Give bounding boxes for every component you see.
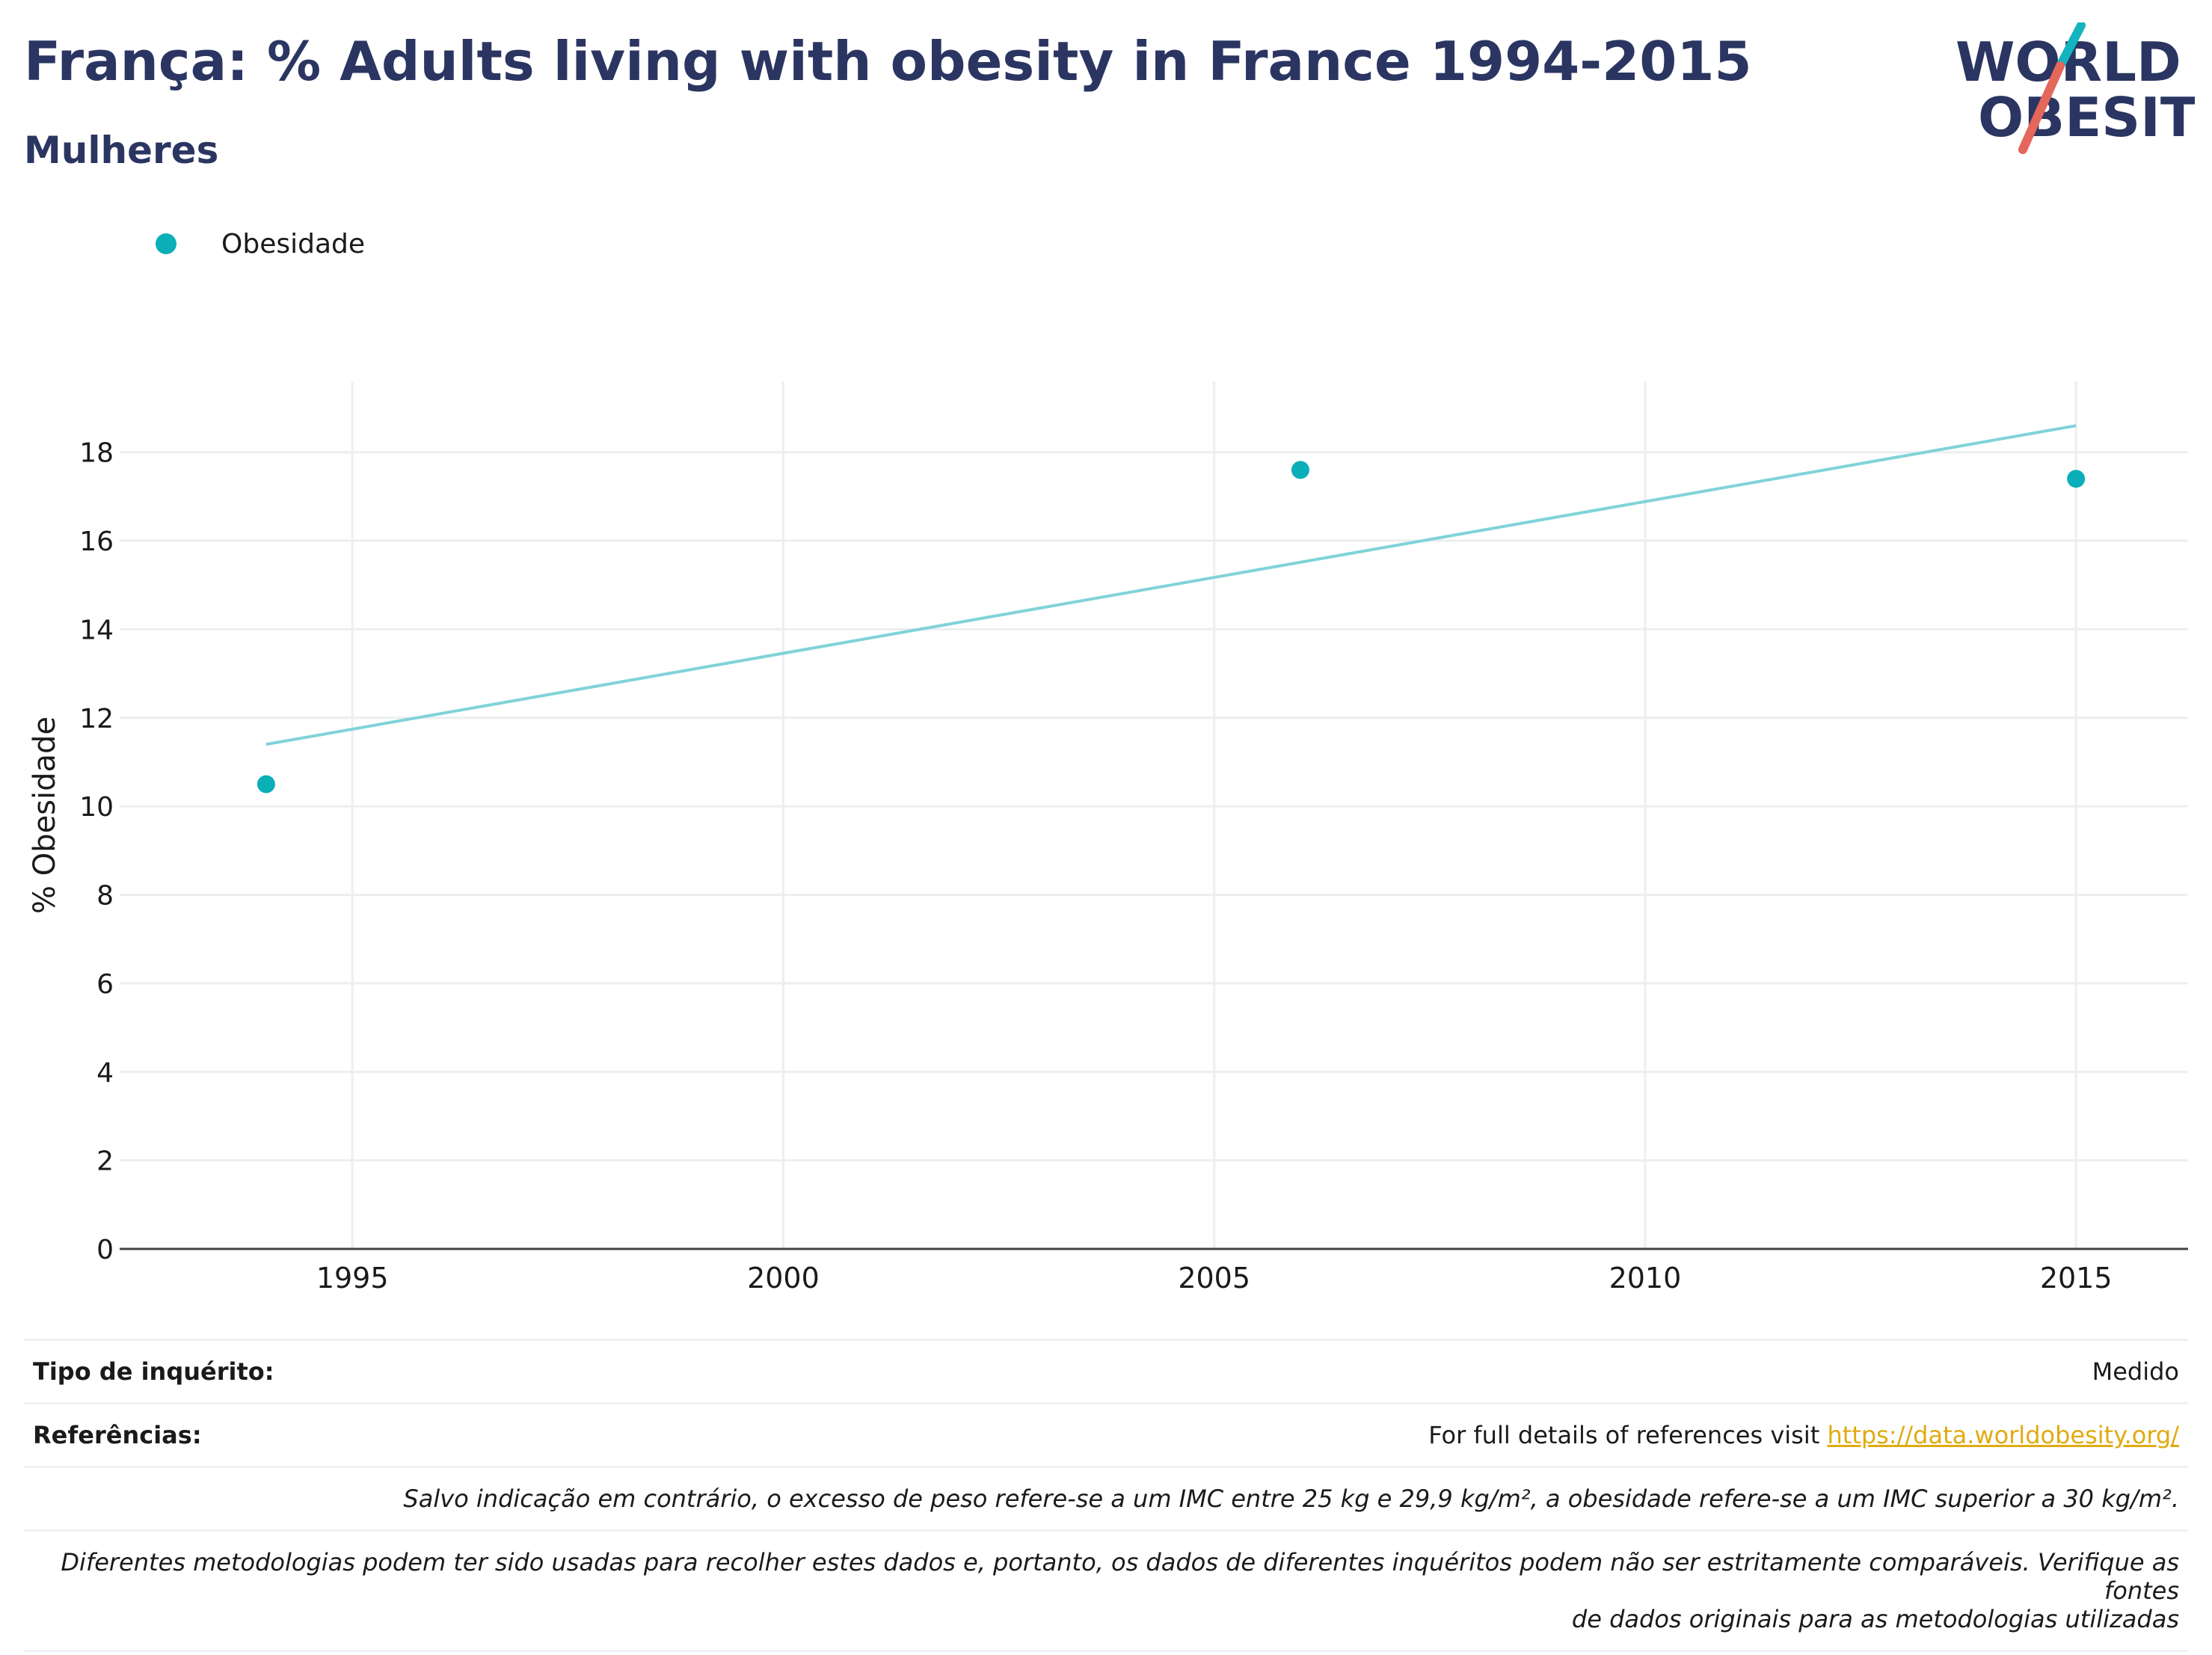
- y-tick-label: 10: [79, 792, 114, 823]
- data-point: [1291, 461, 1309, 479]
- trend-line: [265, 424, 2077, 746]
- logo-text-world: WORLD: [1956, 31, 2181, 93]
- x-tick-label: 2005: [1178, 1262, 1250, 1295]
- methodology-note-line2: de dados originais para as metodologias …: [1571, 1605, 2179, 1633]
- legend-label: Obesidade: [221, 228, 366, 260]
- y-tick-label: 12: [79, 704, 114, 734]
- logo-slash-bottom: [2018, 61, 2065, 154]
- y-tick-label: 4: [96, 1057, 114, 1088]
- y-tick-label: 6: [96, 969, 114, 1000]
- legend[interactable]: Obesidade: [156, 224, 365, 263]
- footer-table: Tipo de inquérito: Medido Referências: F…: [24, 1339, 2188, 1652]
- references-row: Referências: For full details of referen…: [24, 1402, 2188, 1466]
- x-tick-label: 1995: [316, 1262, 389, 1295]
- references-text: For full details of references visit: [1428, 1421, 1828, 1449]
- data-point: [256, 775, 275, 793]
- references-value: For full details of references visit htt…: [1428, 1421, 2179, 1449]
- data-point: [2067, 470, 2086, 488]
- y-axis-label: % Obesidade: [28, 716, 62, 915]
- logo-text-obesity: OBESITY: [1978, 86, 2195, 149]
- logo-slash-top: [2056, 22, 2086, 70]
- bmi-note-row: Salvo indicação em contrário, o excesso …: [24, 1466, 2188, 1529]
- survey-type-row: Tipo de inquérito: Medido: [24, 1339, 2188, 1402]
- methodology-note: Diferentes metodologias podem ter sido u…: [33, 1548, 2179, 1633]
- chart-subtitle: Mulheres: [24, 129, 219, 172]
- world-obesity-logo: WORLD OBESITY: [1956, 22, 2195, 154]
- y-tick-label: 16: [79, 526, 114, 557]
- chart-title: França: % Adults living with obesity in …: [24, 30, 1752, 93]
- references-link[interactable]: https://data.worldobesity.org/: [1827, 1421, 2179, 1449]
- methodology-note-row: Diferentes metodologias podem ter sido u…: [24, 1529, 2188, 1652]
- y-tick-label: 0: [96, 1235, 114, 1265]
- y-tick-label: 14: [79, 615, 114, 645]
- x-tick-label: 2000: [747, 1262, 820, 1295]
- y-tick-label: 8: [96, 881, 114, 912]
- scatter-chart: 0 2 4 6 8 10 12 14 16 18 1995 2000 2005 2010 2015: [79, 381, 2188, 1295]
- survey-type-value: Medido: [2092, 1357, 2179, 1386]
- methodology-note-line1: Diferentes metodologias podem ter sido u…: [61, 1548, 2179, 1605]
- references-key: Referências:: [33, 1421, 202, 1449]
- legend-marker: [156, 233, 176, 254]
- y-tick-label: 2: [96, 1146, 114, 1177]
- x-tick-label: 2015: [2040, 1262, 2113, 1295]
- x-tick-label: 2010: [1609, 1262, 1682, 1295]
- y-tick-label: 18: [79, 438, 114, 469]
- survey-type-key: Tipo de inquérito:: [33, 1357, 274, 1386]
- bmi-note: Salvo indicação em contrário, o excesso …: [403, 1484, 2179, 1513]
